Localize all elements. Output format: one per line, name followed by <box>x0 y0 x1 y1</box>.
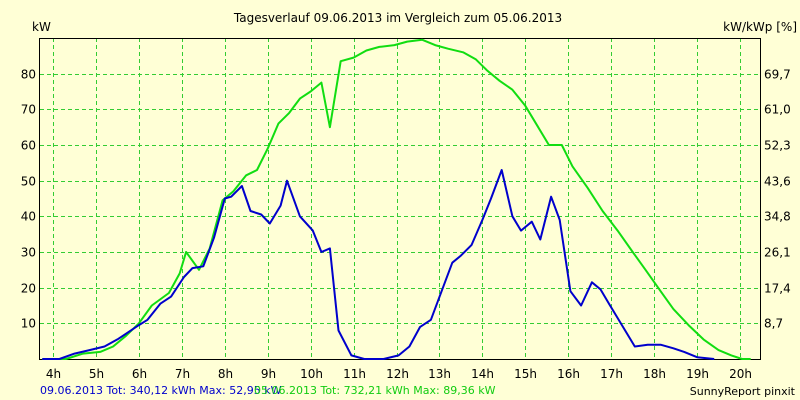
series-2-summary: 05.06.2013 Tot: 732,21 kWh Max: 89,36 kW <box>254 384 496 397</box>
y-left-tick-label: 30 <box>21 246 36 260</box>
series-1-summary: 09.06.2013 Tot: 340,12 kWh Max: 52,95 kW <box>40 384 282 397</box>
x-tick-label: 20h <box>729 367 752 381</box>
x-tick-label: 10h <box>300 367 323 381</box>
y-right-tick-label: 26,1 <box>764 246 791 260</box>
right-axis-unit: kW/kWp [%] <box>723 20 797 34</box>
x-tick-label: 4h <box>46 367 61 381</box>
x-tick-label: 13h <box>428 367 451 381</box>
grid <box>40 38 760 359</box>
y-left-tick-label: 20 <box>21 282 36 296</box>
x-tick-label: 14h <box>471 367 494 381</box>
x-tick-label: 11h <box>343 367 366 381</box>
y-right-tick-label: 43,6 <box>764 175 791 189</box>
y-right-tick-label: 34,8 <box>764 210 791 224</box>
x-tick-label: 19h <box>686 367 709 381</box>
x-tick-label: 18h <box>643 367 666 381</box>
y-right-tick-label: 69,7 <box>764 68 791 82</box>
series-line-2 <box>42 38 751 360</box>
y-left-tick-label: 50 <box>21 175 36 189</box>
series-line-1 <box>42 169 715 360</box>
x-tick-label: 5h <box>89 367 104 381</box>
y-left-tick-label: 80 <box>21 68 36 82</box>
x-tick-label: 8h <box>218 367 233 381</box>
x-tick-label: 16h <box>557 367 580 381</box>
y-left-tick-label: 60 <box>21 139 36 153</box>
x-tick-label: 9h <box>261 367 276 381</box>
footer-credit: SunnyReport pinxit <box>690 385 796 398</box>
y-left-tick-label: 10 <box>21 317 36 331</box>
chart-title: Tagesverlauf 09.06.2013 im Vergleich zum… <box>233 11 562 25</box>
y-left-tick-label: 70 <box>21 103 36 117</box>
x-tick-label: 7h <box>175 367 190 381</box>
left-axis-unit: kW <box>32 20 51 34</box>
y-right-tick-label: 61,0 <box>764 103 791 117</box>
y-right-tick-label: 52,3 <box>764 139 791 153</box>
x-tick-label: 17h <box>600 367 623 381</box>
y-right-tick-label: 17,4 <box>764 282 791 296</box>
x-tick-label: 12h <box>386 367 409 381</box>
y-left-tick-label: 40 <box>21 210 36 224</box>
x-tick-label: 15h <box>514 367 537 381</box>
axis-ticks: 4h 5h 6h 7h 8h 9h 10h 11h 12h 13h 14h 15h 16h 17h 18h 1… <box>21 68 791 382</box>
y-right-tick-label: 8,7 <box>764 317 783 331</box>
series-lines <box>42 38 751 360</box>
x-tick-label: 6h <box>132 367 147 381</box>
plot-area <box>39 38 761 360</box>
